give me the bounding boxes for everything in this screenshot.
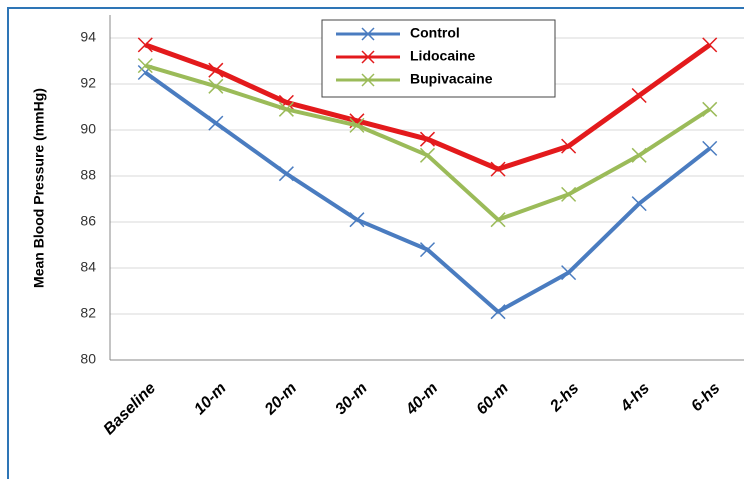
legend-label: Bupivacaine (410, 71, 493, 87)
y-tick-label: 82 (80, 305, 96, 321)
y-tick-label: 90 (80, 121, 96, 137)
point-marker (561, 138, 577, 154)
x-tick-label: 2-hs (546, 380, 582, 416)
point-marker (631, 196, 647, 212)
point-marker (490, 304, 506, 320)
y-tick-label: 92 (80, 75, 96, 91)
point-marker (419, 242, 436, 258)
point-marker (702, 37, 718, 53)
x-tick-label: 40-m (402, 380, 441, 419)
point-marker (137, 37, 153, 53)
point-marker (419, 147, 436, 163)
x-tick-label: 10-m (191, 380, 229, 418)
point-marker (419, 131, 436, 147)
point-marker (349, 212, 365, 228)
point-marker (208, 78, 224, 94)
x-tick-label: 30-m (332, 380, 370, 418)
x-tick-label: Baseline (101, 380, 160, 439)
point-marker (561, 265, 577, 281)
y-axis-label: Mean Blood Pressure (mmHg) (31, 88, 47, 288)
point-marker (137, 58, 153, 74)
x-tick-label: 20-m (261, 380, 300, 419)
y-tick-label: 84 (80, 259, 96, 275)
frame (7, 7, 744, 479)
x-tick-label: 4-hs (617, 380, 653, 416)
point-marker (702, 140, 718, 156)
legend-label: Lidocaine (410, 48, 476, 64)
point-marker (631, 147, 647, 163)
point-marker (349, 117, 365, 133)
x-tick-label: 60-m (473, 380, 511, 418)
point-marker (561, 186, 577, 202)
point-marker (490, 161, 506, 177)
point-marker (490, 212, 506, 228)
point-marker (702, 101, 718, 117)
legend-marker (361, 73, 375, 87)
x-tick-label: 6-hs (688, 380, 723, 415)
y-tick-label: 86 (80, 213, 96, 229)
y-tick-label: 94 (80, 29, 96, 45)
point-marker (278, 101, 294, 117)
point-marker (208, 115, 224, 131)
point-marker (208, 62, 224, 78)
y-tick-label: 80 (80, 351, 96, 367)
legend-marker (361, 27, 375, 41)
point-marker (278, 166, 294, 182)
y-tick-label: 88 (80, 167, 96, 183)
legend-label: Control (410, 25, 460, 41)
point-marker (631, 87, 647, 104)
legend-marker (361, 50, 375, 64)
